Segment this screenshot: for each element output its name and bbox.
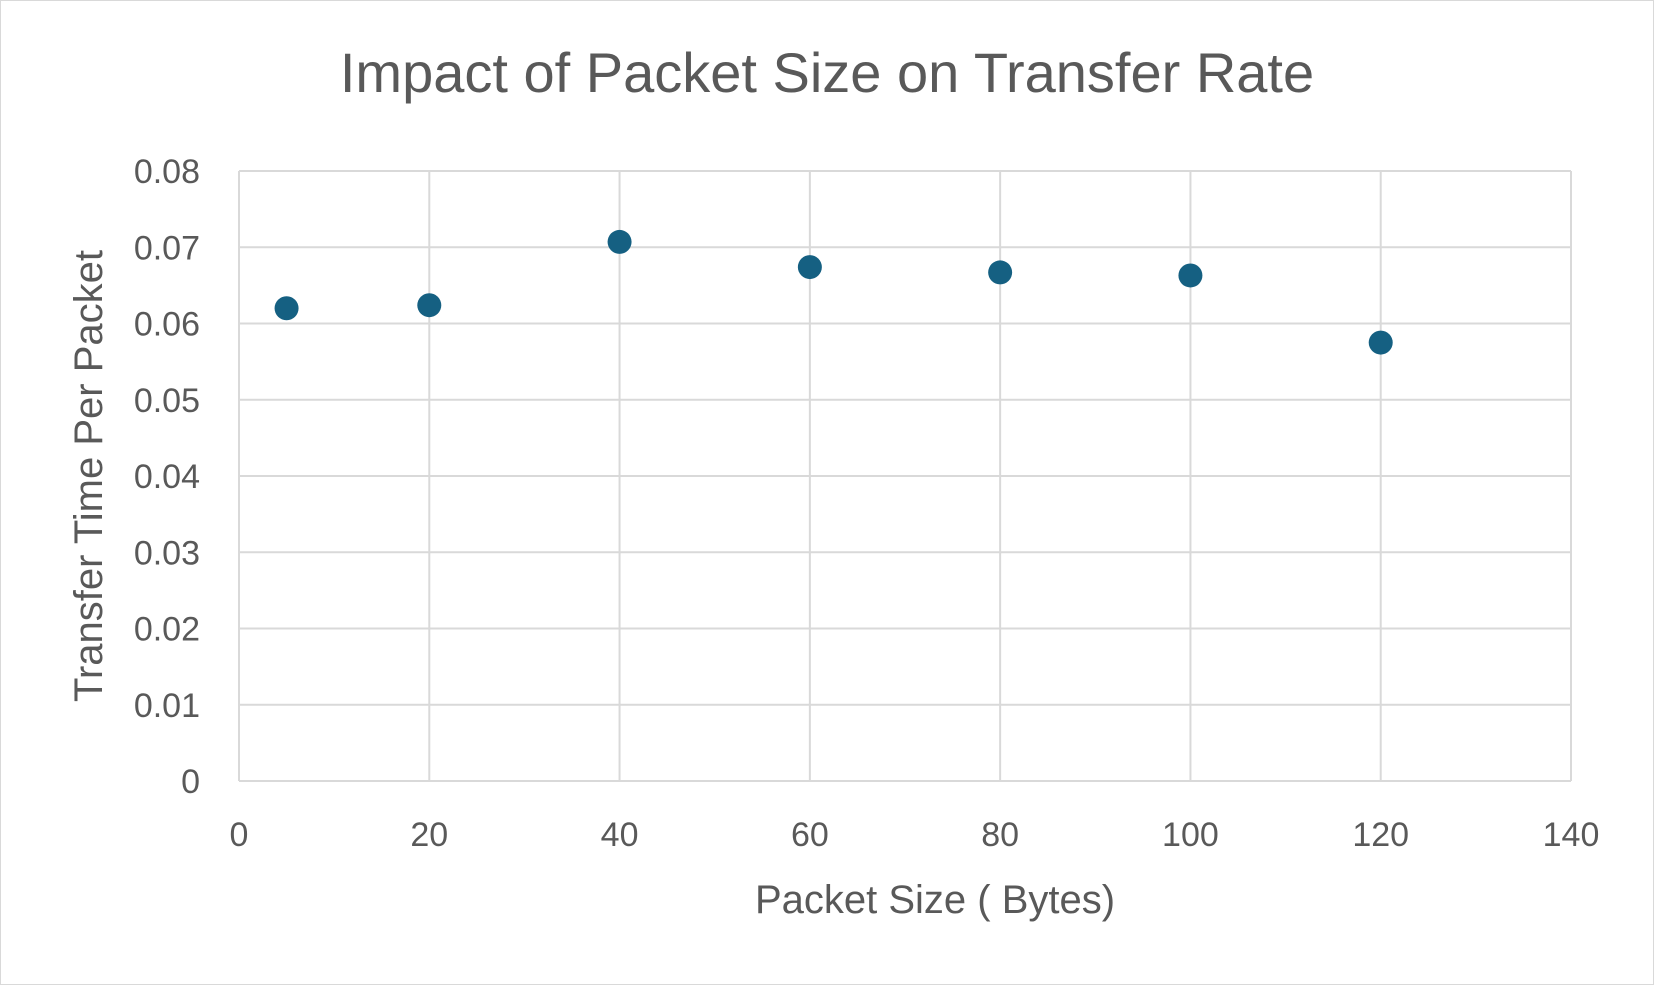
x-tick-label: 0 <box>230 816 249 854</box>
grid-lines <box>238 170 1572 782</box>
y-tick-labels: 0 0.01 0.02 0.03 0.04 0.05 0.06 0.07 0.08 <box>134 153 200 801</box>
x-tick-label: 140 <box>1543 816 1600 854</box>
y-tick-label: 0.08 <box>134 153 200 191</box>
data-point <box>1178 263 1203 288</box>
y-tick-label: 0 <box>181 763 200 801</box>
y-tick-label: 0.01 <box>134 687 200 725</box>
data-points <box>274 229 1393 355</box>
data-point <box>1368 330 1393 355</box>
x-tick-label: 120 <box>1352 816 1409 854</box>
y-tick-label: 0.03 <box>134 534 200 572</box>
x-tick-label: 40 <box>601 816 639 854</box>
data-point <box>417 293 442 318</box>
x-tick-label: 100 <box>1162 816 1219 854</box>
y-tick-label: 0.02 <box>134 611 200 649</box>
y-tick-label: 0.07 <box>134 229 200 267</box>
x-axis-title: Packet Size ( Bytes) <box>755 878 1115 922</box>
y-axis-title: Transfer Time Per Packet <box>67 250 111 702</box>
chart-title: Impact of Packet Size on Transfer Rate <box>339 41 1315 104</box>
x-tick-label: 60 <box>791 816 829 854</box>
data-point <box>607 229 632 254</box>
y-tick-label: 0.05 <box>134 382 200 420</box>
data-point <box>797 255 822 280</box>
data-point <box>988 260 1013 285</box>
y-tick-label: 0.06 <box>134 306 200 344</box>
y-tick-label: 0.04 <box>134 458 200 496</box>
x-tick-label: 80 <box>981 816 1019 854</box>
x-tick-label: 20 <box>410 816 448 854</box>
data-point <box>274 296 299 321</box>
x-tick-labels: 0 20 40 60 80 100 120 140 <box>230 816 1600 854</box>
